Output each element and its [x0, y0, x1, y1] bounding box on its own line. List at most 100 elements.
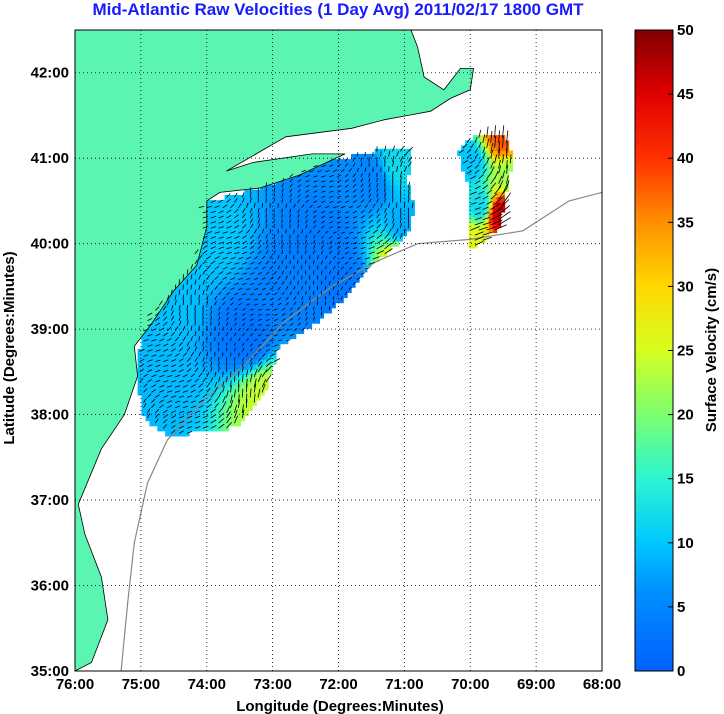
- velocity-vector: [186, 368, 192, 373]
- velocity-vector: [166, 326, 172, 332]
- velocity-vector: [198, 264, 202, 270]
- velocity-vector: [470, 226, 480, 231]
- velocity-vector: [155, 379, 161, 383]
- velocity-vector: [253, 202, 256, 208]
- velocity-vector: [238, 277, 243, 280]
- velocity-cell: [386, 159, 392, 165]
- velocity-cell: [307, 292, 313, 299]
- velocity-cell: [165, 369, 170, 375]
- velocity-cell: [386, 148, 392, 155]
- velocity-cell: [220, 307, 226, 314]
- velocity-cell: [272, 210, 277, 216]
- velocity-cell: [137, 379, 143, 386]
- velocity-cell: [311, 230, 317, 237]
- velocity-cell: [173, 369, 178, 375]
- velocity-vector: [332, 255, 337, 260]
- velocity-cell: [327, 287, 332, 293]
- velocity-vector: [336, 174, 342, 178]
- velocity-cell: [311, 205, 317, 211]
- velocity-cell: [500, 145, 506, 152]
- velocity-cell: [157, 394, 162, 401]
- velocity-cell: [189, 312, 194, 319]
- velocity-vector: [344, 221, 350, 224]
- velocity-vector: [317, 230, 321, 234]
- velocity-cell: [351, 251, 356, 258]
- velocity-cell: [303, 230, 309, 237]
- velocity-vector: [245, 352, 249, 357]
- velocity-cell: [488, 140, 494, 146]
- velocity-cell: [275, 261, 281, 268]
- velocity-vector: [269, 353, 276, 357]
- velocity-vector: [249, 213, 253, 219]
- velocity-vector: [482, 195, 489, 200]
- velocity-vector: [198, 372, 203, 378]
- velocity-vector: [265, 260, 270, 265]
- velocity-cell: [232, 333, 237, 340]
- velocity-cell: [386, 153, 392, 160]
- velocity-vector: [210, 408, 216, 414]
- velocity-cell: [228, 333, 234, 340]
- velocity-vector: [210, 290, 214, 296]
- velocity-cell: [141, 348, 147, 355]
- velocity-cell: [272, 271, 277, 278]
- velocity-cell: [169, 379, 174, 386]
- velocity-cell: [335, 287, 340, 293]
- velocity-cell: [299, 215, 305, 222]
- velocity-vector: [206, 403, 212, 409]
- velocity-vector: [344, 281, 348, 285]
- velocity-vector: [147, 312, 153, 316]
- velocity-cell: [260, 323, 265, 329]
- velocity-cell: [484, 196, 490, 203]
- velocity-vector: [273, 239, 276, 244]
- velocity-cell: [181, 338, 186, 345]
- velocity-cell: [362, 241, 368, 247]
- velocity-cell: [315, 312, 320, 319]
- velocity-cell: [192, 369, 198, 375]
- velocity-vector: [242, 323, 246, 326]
- velocity-cell: [303, 246, 309, 252]
- velocity-cell: [177, 379, 182, 386]
- velocity-cell: [256, 277, 261, 283]
- velocity-vector: [265, 213, 267, 219]
- velocity-cell: [189, 369, 194, 375]
- velocity-vector: [285, 275, 288, 280]
- velocity-cell: [351, 159, 356, 165]
- velocity-cell: [496, 140, 502, 146]
- velocity-vector: [182, 390, 189, 393]
- velocity-vector: [400, 181, 402, 188]
- velocity-cell: [244, 333, 249, 340]
- velocity-vector: [218, 412, 224, 419]
- velocity-cell: [252, 374, 257, 381]
- velocity-cell: [339, 179, 344, 186]
- velocity-vector: [159, 374, 165, 378]
- velocity-cell: [224, 277, 230, 283]
- velocity-cell: [252, 307, 257, 314]
- velocity-cell: [461, 150, 466, 157]
- velocity-cell: [244, 318, 249, 324]
- velocity-cell: [374, 215, 380, 222]
- velocity-vector: [249, 343, 253, 347]
- velocity-vector: [226, 332, 228, 337]
- velocity-vector: [329, 201, 334, 203]
- velocity-cell: [208, 353, 214, 360]
- velocity-vector: [482, 206, 489, 210]
- velocity-cell: [212, 312, 218, 319]
- velocity-cell: [153, 364, 158, 370]
- velocity-cell: [339, 210, 344, 216]
- velocity-cell: [260, 210, 265, 216]
- velocity-vector: [249, 192, 252, 198]
- velocity-cell: [240, 400, 245, 406]
- velocity-cell: [192, 282, 198, 288]
- velocity-cell: [311, 307, 317, 314]
- velocity-cell: [204, 318, 210, 324]
- velocity-cell: [256, 225, 261, 232]
- velocity-vector: [313, 311, 315, 316]
- velocity-cell: [362, 220, 368, 227]
- velocity-cell: [272, 328, 277, 334]
- velocity-cell: [319, 287, 324, 293]
- velocity-vector: [162, 305, 167, 311]
- velocity-vector: [226, 262, 232, 265]
- velocity-cell: [165, 415, 170, 422]
- velocity-vector: [329, 226, 333, 229]
- velocity-vector: [234, 214, 239, 219]
